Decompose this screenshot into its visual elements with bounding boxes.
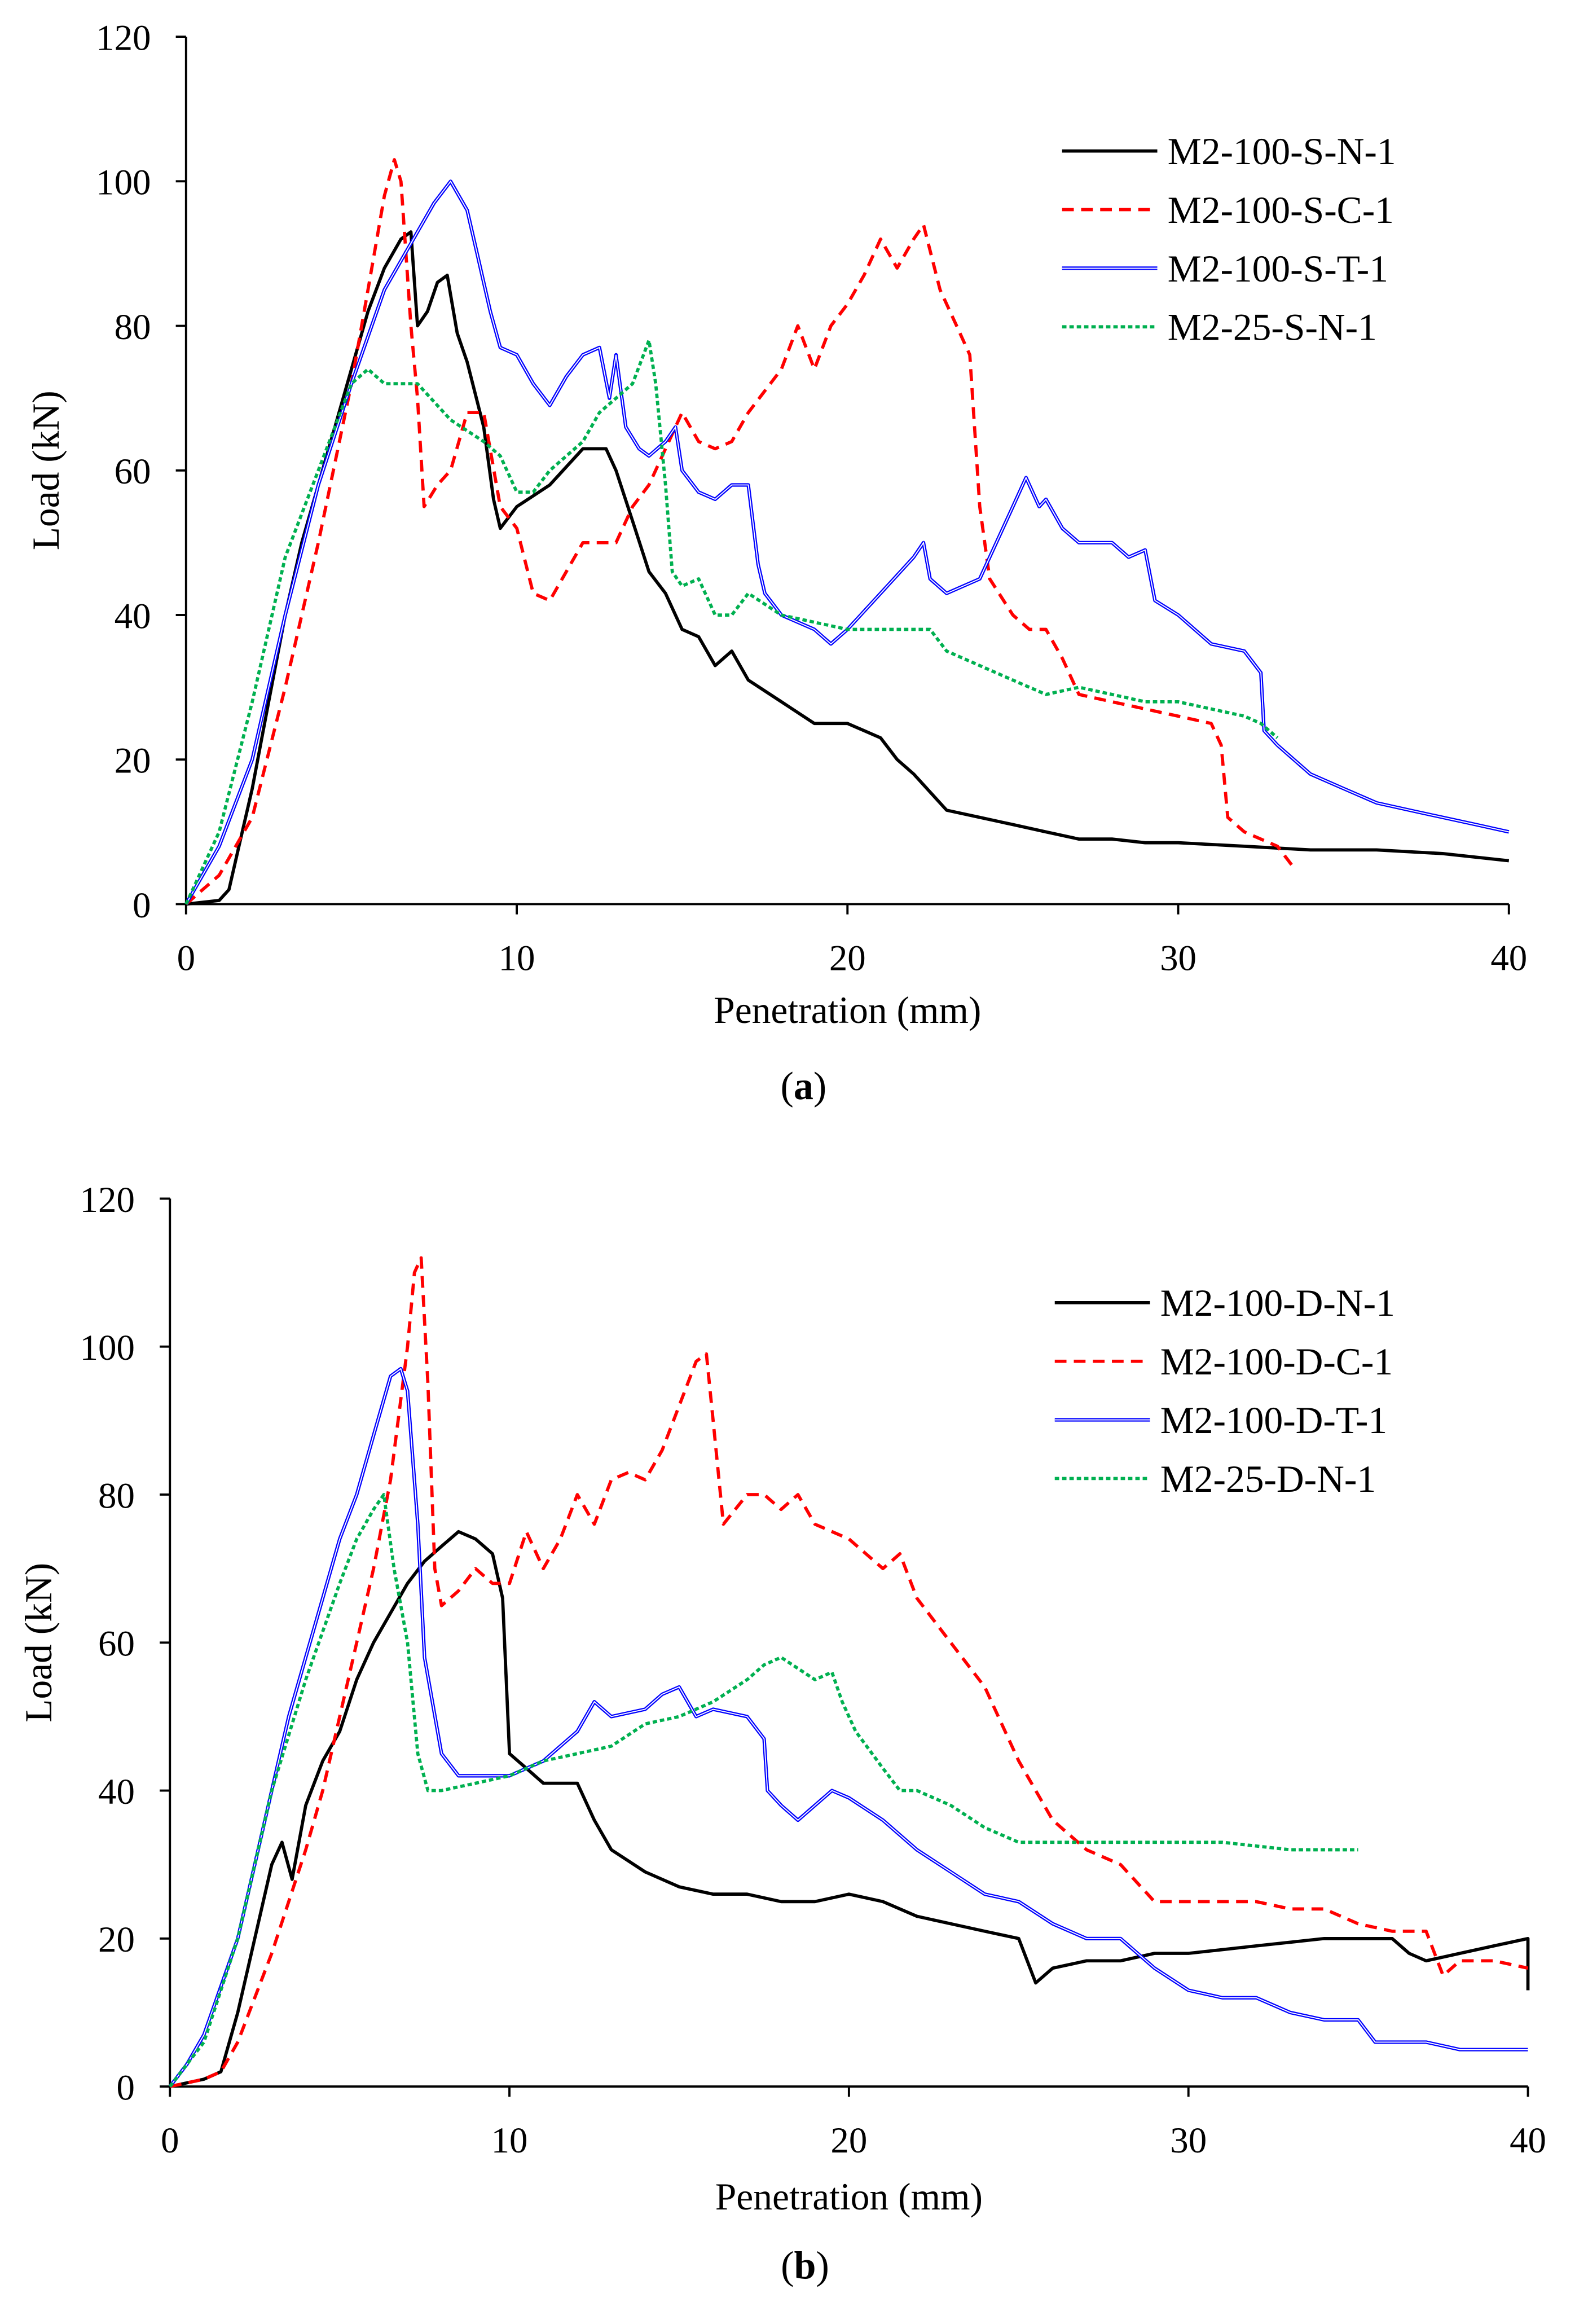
panel-caption-letter: a: [794, 1065, 813, 1108]
legend-label-m2-100-s-n-1: M2-100-S-N-1: [1168, 130, 1396, 173]
legend-label-m2-100-s-c-1: M2-100-S-C-1: [1168, 189, 1394, 231]
legend-label-m2-25-d-n-1: M2-25-D-N-1: [1160, 1458, 1376, 1500]
y-tick-label: 60: [98, 1624, 135, 1664]
y-tick-label: 60: [115, 451, 151, 492]
y-tick-label: 80: [98, 1475, 135, 1516]
x-tick-label: 0: [161, 2120, 179, 2161]
x-tick-label: 40: [1510, 2120, 1546, 2161]
series-line-m2-25-d-n-1: [168, 1493, 1358, 2088]
x-axis-label: Penetration (mm): [714, 989, 981, 1031]
y-axis-label: Load (kN): [17, 1563, 60, 1723]
y-tick-label: 20: [98, 1919, 135, 1960]
x-tick-label: 10: [491, 2120, 528, 2161]
legend-label-m2-100-d-c-1: M2-100-D-C-1: [1160, 1341, 1393, 1383]
x-tick-label: 20: [829, 938, 866, 978]
series-line-m2-100-d-n-1: [169, 1530, 1530, 2088]
panel-caption: (b): [781, 2244, 829, 2287]
chart-panel-b: 0 10 20 30 40 0 20 40 60 80 100 120 Penetration (mm)…: [17, 1180, 1546, 2288]
legend-label-m2-100-d-t-1: M2-100-D-T-1: [1160, 1399, 1387, 1442]
y-tick-label: 40: [98, 1772, 135, 1812]
y-tick-label: 0: [133, 885, 151, 926]
legend-label-m2-25-s-n-1: M2-25-S-N-1: [1168, 306, 1377, 349]
y-axis-label: Load (kN): [25, 390, 67, 550]
series-line-inner-m2-100-s-t-1: [186, 180, 1509, 904]
y-tick-label: 0: [116, 2067, 134, 2108]
series-line-inner-m2-100-d-t-1: [169, 1368, 1528, 2087]
series-line-m2-100-s-c-1: [184, 158, 1296, 906]
y-tick-label: 80: [115, 307, 151, 348]
y-tick-label: 120: [80, 1180, 135, 1220]
legend-label-m2-100-d-n-1: M2-100-D-N-1: [1160, 1282, 1395, 1324]
x-tick-label: 10: [499, 938, 535, 978]
panel-caption-letter: b: [794, 2244, 816, 2287]
x-tick-label: 30: [1160, 938, 1197, 978]
x-axis-label: Penetration (mm): [715, 2176, 983, 2218]
series-line-m2-100-d-c-1: [169, 1256, 1529, 2088]
chart-panel-a: 0 10 20 30 40 0 20 40 60 80 100 120 Penetration (mm)…: [25, 17, 1527, 1108]
series-line-m2-25-s-n-1: [184, 339, 1279, 905]
y-tick-label: 120: [96, 17, 151, 58]
series-line-m2-100-s-n-1: [186, 230, 1510, 906]
y-tick-label: 20: [115, 741, 151, 781]
legend-label-m2-100-s-t-1: M2-100-S-T-1: [1168, 248, 1388, 290]
x-tick-label: 30: [1170, 2120, 1207, 2161]
y-tick-label: 100: [80, 1328, 135, 1368]
panel-caption: (a): [780, 1065, 826, 1108]
y-tick-label: 40: [115, 596, 151, 636]
x-tick-label: 0: [177, 938, 195, 978]
y-tick-label: 100: [96, 162, 151, 203]
x-tick-label: 40: [1490, 938, 1527, 978]
x-tick-label: 20: [830, 2120, 867, 2161]
